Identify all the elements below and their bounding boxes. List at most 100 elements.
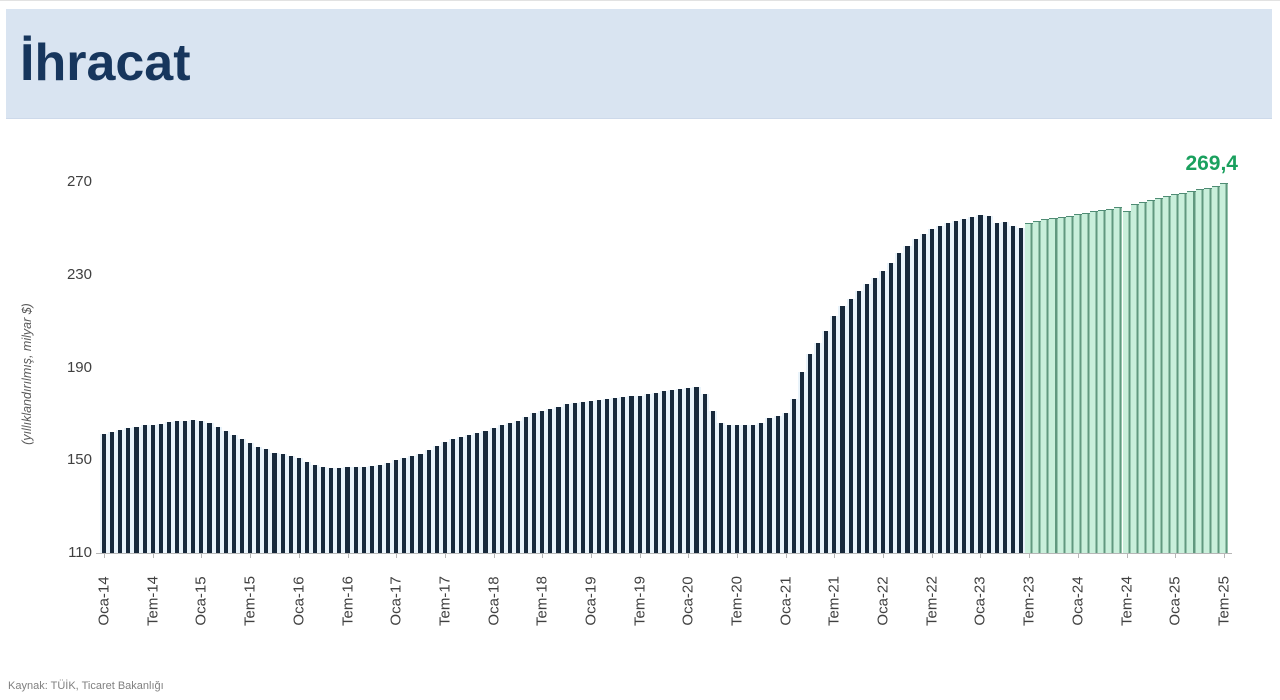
x-tick: [1126, 554, 1128, 558]
bar: [1154, 198, 1164, 553]
bar: [960, 219, 969, 553]
x-tick: [1077, 554, 1079, 558]
x-tick-label: Tem-22: [923, 575, 941, 627]
y-tick-label: 110: [68, 544, 92, 561]
bar: [1081, 212, 1091, 553]
x-tick-label: Tem-15: [241, 575, 259, 627]
bar: [1041, 219, 1050, 553]
bar: [416, 454, 425, 553]
bar: [724, 424, 733, 553]
x-tick-label: Oca-24: [1069, 576, 1087, 626]
x-tick-label: Oca-22: [874, 576, 892, 626]
x-tick-label: Tem-25: [1215, 575, 1233, 627]
bar: [100, 434, 109, 553]
bar: [221, 431, 230, 553]
bar: [919, 234, 928, 553]
x-tick: [639, 554, 641, 558]
x-tick: [980, 554, 982, 558]
bar: [668, 390, 677, 553]
bar: [513, 420, 522, 553]
bar: [862, 284, 871, 553]
bar: [132, 426, 141, 553]
x-tick-label: Tem-14: [144, 575, 162, 627]
bar: [116, 430, 125, 553]
bar: [765, 417, 774, 553]
bar: [1130, 204, 1139, 553]
bar: [375, 464, 385, 553]
bar: [781, 412, 790, 553]
bar: [814, 342, 823, 553]
x-tick-label: Oca-16: [290, 576, 308, 626]
bar: [432, 446, 441, 553]
bar: [879, 271, 888, 553]
bar: [797, 372, 806, 553]
bar: [1025, 222, 1034, 553]
bar: [197, 420, 206, 553]
bar: [700, 394, 709, 553]
bar: [140, 425, 149, 553]
bar: [538, 411, 547, 553]
bar: [741, 424, 750, 553]
bar: [578, 401, 587, 553]
bar: [952, 220, 961, 553]
bar: [943, 222, 953, 553]
bar: [1146, 200, 1155, 553]
x-tick-label: Oca-19: [582, 576, 600, 626]
x-tick-label: Oca-23: [971, 576, 989, 626]
x-tick: [201, 554, 203, 558]
header-band: İhracat: [6, 9, 1272, 119]
x-tick: [834, 554, 836, 558]
bar: [1000, 221, 1009, 553]
bar: [465, 435, 474, 553]
y-tick-label: 190: [66, 358, 92, 376]
x-tick: [298, 554, 300, 558]
x-tick: [396, 554, 398, 558]
bar: [895, 252, 904, 553]
y-tick-label: 270: [66, 173, 92, 190]
x-tick-label: Tem-17: [436, 575, 454, 627]
bar: [392, 460, 401, 553]
x-tick-label: Tem-18: [533, 575, 551, 627]
bar: [562, 404, 571, 553]
bar: [424, 449, 433, 553]
bar: [1219, 183, 1228, 553]
bar: [903, 245, 912, 553]
bar: [108, 431, 117, 553]
bar: [887, 262, 896, 553]
x-tick: [444, 554, 446, 558]
bar: [384, 463, 393, 553]
x-tick: [104, 554, 106, 558]
bar: [1187, 191, 1196, 553]
x-tick-label: Oca-14: [95, 576, 113, 626]
bar: [1114, 206, 1123, 553]
page-title: İhracat: [20, 34, 191, 92]
bar: [806, 353, 815, 553]
bar: [205, 423, 214, 553]
bar: [327, 468, 336, 553]
bar: [473, 433, 482, 553]
bar: [830, 316, 839, 553]
x-tick: [152, 554, 154, 558]
x-tick-label: Oca-18: [485, 576, 503, 626]
bar: [1163, 196, 1172, 553]
bar: [757, 422, 766, 553]
bar: [278, 453, 287, 553]
bar: [237, 438, 247, 553]
x-tick-label: Tem-21: [825, 575, 843, 627]
bar: [489, 427, 498, 553]
x-tick-label: Tem-24: [1118, 575, 1136, 627]
bar: [148, 424, 157, 553]
x-tick-label: Tem-16: [339, 575, 356, 627]
bar: [173, 421, 182, 553]
bar: [448, 438, 458, 553]
x-tick-label: Tem-23: [1020, 575, 1038, 627]
bar: [1073, 214, 1082, 553]
bar: [335, 468, 344, 553]
bar: [659, 391, 669, 553]
source-note: Kaynak: TÜİK, Ticaret Bakanlığı: [8, 680, 164, 692]
x-tick: [590, 554, 592, 558]
bar: [189, 420, 198, 553]
bar: [773, 415, 782, 553]
bar: [838, 306, 847, 553]
bar: [1138, 202, 1147, 553]
